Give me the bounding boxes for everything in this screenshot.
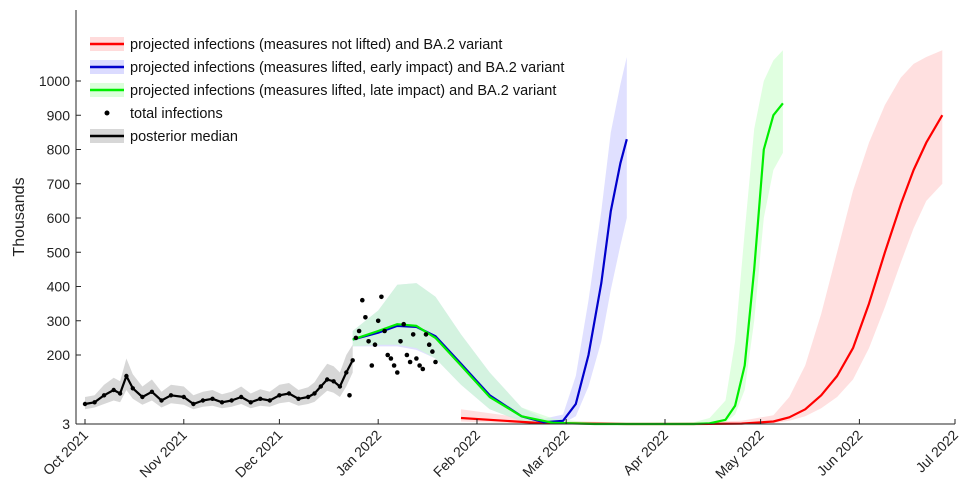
median-marker (168, 393, 174, 398)
legend-marker-dot (104, 110, 110, 116)
median-marker (92, 400, 97, 405)
total-infections-point (420, 366, 426, 372)
median-marker (331, 379, 336, 384)
total-infections-point (385, 352, 391, 358)
total-infections-point (372, 342, 378, 348)
line-series-2 (352, 102, 784, 426)
y-axis-label: Thousands (11, 177, 28, 256)
band-series-0 (461, 50, 943, 424)
total-infections-point (356, 328, 362, 334)
median-marker (305, 394, 311, 400)
total-infections-point (363, 315, 368, 320)
total-infections-point (430, 349, 435, 354)
y-tick-label: 1000 (39, 73, 70, 89)
median-marker (111, 387, 116, 393)
total-infections-point (401, 321, 407, 327)
median-marker (200, 398, 206, 403)
legend-label: posterior median (130, 129, 238, 145)
median-marker (344, 370, 349, 375)
median-marker (159, 398, 164, 403)
median-marker (239, 394, 244, 400)
x-tick-label: May 2022 (712, 427, 767, 482)
x-tick-label: Oct 2021 (40, 427, 92, 479)
total-infections-point (347, 393, 352, 398)
total-infections-point (366, 339, 371, 344)
legend-label: projected infections (measures not lifte… (130, 37, 502, 53)
x-tick-label: Mar 2022 (519, 427, 572, 480)
median-marker (181, 394, 186, 400)
legend-label: projected infections (measures lifted, e… (130, 60, 564, 76)
median-marker (219, 400, 225, 405)
median-marker (101, 393, 107, 398)
band-series-2 (352, 50, 783, 424)
total-infections-point (414, 356, 419, 361)
legend: projected infections (measures not lifte… (90, 37, 564, 145)
total-infections-point (369, 363, 375, 368)
median-marker (337, 384, 343, 389)
y-tick-label: 400 (47, 279, 71, 295)
total-infections-point (388, 356, 394, 361)
total-infections-point (426, 342, 432, 348)
median-marker (258, 396, 263, 401)
median-marker (82, 401, 88, 407)
median-marker (296, 396, 301, 401)
median-marker (286, 391, 292, 396)
median-marker (325, 377, 330, 382)
y-tick-label: 3 (62, 416, 70, 432)
x-tick-label: Jul 2022 (912, 427, 961, 476)
x-tick-label: Jan 2022 (332, 427, 384, 479)
y-tick-label: 200 (47, 347, 71, 363)
median-marker (277, 393, 282, 398)
median-marker (149, 389, 155, 394)
total-infections-point (375, 318, 381, 324)
legend-label: total infections (130, 106, 223, 122)
total-infections-point (407, 359, 413, 365)
total-infections-point (433, 359, 438, 365)
median-marker (140, 394, 145, 400)
total-infections-point (423, 332, 429, 337)
x-tick-label: Feb 2022 (430, 427, 483, 480)
median-marker (248, 400, 253, 405)
median-marker (210, 396, 215, 401)
y-ticks: 3 200 300 400 500 600 700 800 900 1000 (39, 73, 81, 432)
x-ticks: Oct 2021 Nov 2021 Dec 2021 Jan 2022 Feb 2022… (40, 419, 961, 482)
median-marker (318, 384, 323, 389)
median-marker (191, 401, 196, 407)
median-marker (117, 391, 123, 396)
x-tick-label: Jun 2022 (813, 427, 865, 479)
total-infections-point (382, 328, 387, 334)
y-tick-label: 300 (47, 313, 71, 329)
total-infections-point (391, 363, 397, 368)
x-tick-label: Dec 2021 (232, 427, 286, 481)
y-tick-label: 700 (47, 176, 71, 192)
y-tick-label: 600 (47, 210, 71, 226)
total-infections-point (360, 297, 365, 303)
total-infections-point (395, 370, 400, 375)
x-tick-label: Apr 2022 (620, 427, 672, 479)
median-marker (350, 358, 355, 363)
median-marker (312, 391, 317, 396)
y-tick-label: 900 (47, 107, 71, 123)
median-marker (124, 373, 129, 379)
x-tick-label: Nov 2021 (136, 427, 190, 481)
legend-label: projected infections (measures lifted, l… (130, 83, 556, 99)
total-infections-points (82, 294, 438, 407)
total-infections-point (398, 339, 403, 344)
total-infections-point (379, 294, 384, 300)
total-infections-point (417, 363, 422, 368)
total-infections-point (404, 352, 410, 358)
median-marker (130, 386, 135, 391)
median-marker (229, 398, 234, 403)
y-tick-label: 800 (47, 142, 71, 158)
y-tick-label: 500 (47, 244, 71, 260)
median-marker (267, 398, 272, 403)
total-infections-point (410, 332, 416, 337)
total-infections-point (353, 335, 359, 341)
